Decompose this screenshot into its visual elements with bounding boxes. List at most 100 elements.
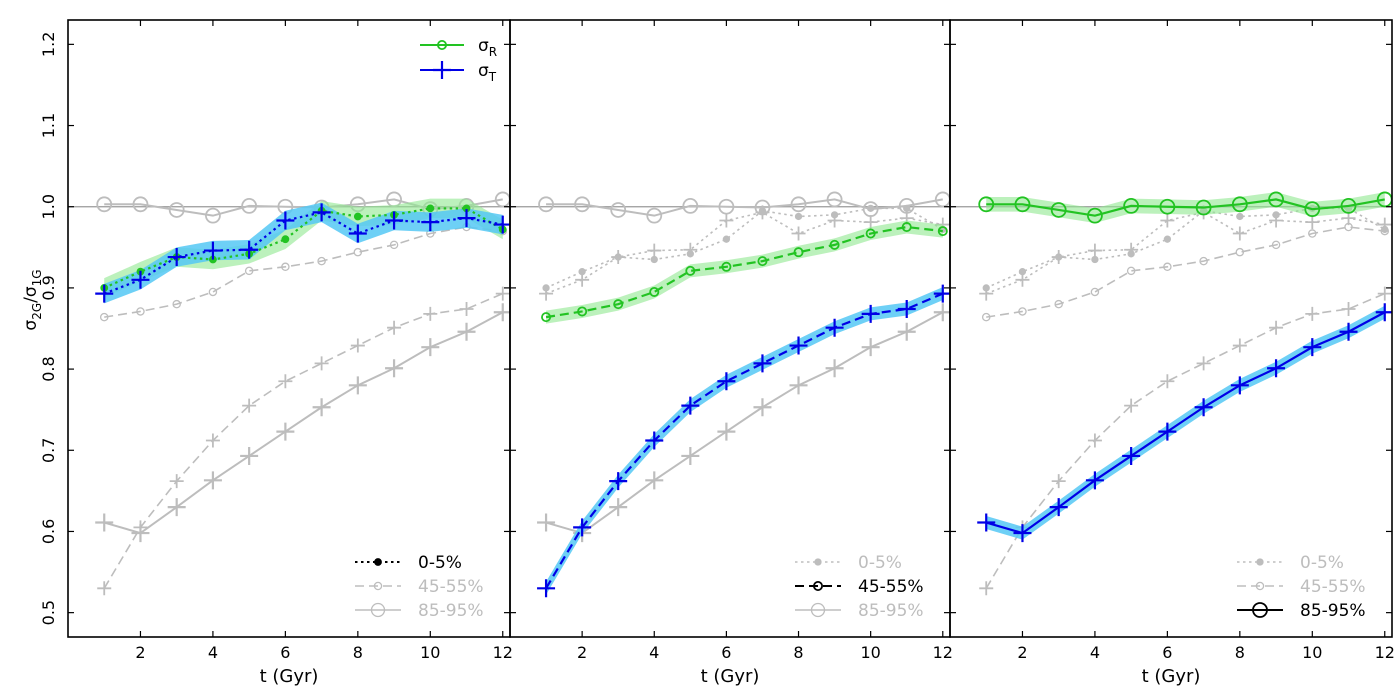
y-tick-label: 1.2 (39, 32, 58, 57)
legend-marker (813, 581, 824, 592)
point-0-5%-sigma_R-8 (1236, 212, 1244, 221)
point-45-55%-sigma_R-2 (577, 306, 588, 317)
x-tick-label: 8 (793, 643, 803, 662)
point-45-55%-sigma_R-9 (1271, 240, 1281, 250)
point-45-55%-sigma_T-5 (242, 398, 257, 413)
point-0-5%-sigma_T-12 (493, 215, 510, 234)
point-85-95%-sigma_T-6 (717, 422, 736, 441)
point-85-95%-sigma_T-7 (312, 398, 331, 417)
point-0-5%-sigma_T-7 (312, 203, 331, 222)
x-tick-label: 4 (1090, 643, 1100, 662)
legend-label: 0-5% (858, 553, 902, 573)
y-tick-label: 0.7 (39, 438, 58, 463)
point-85-95%-sigma_R-4 (205, 207, 221, 224)
point-0-5%-sigma_T-5 (683, 242, 698, 257)
point-0-5%-sigma_T-2 (575, 272, 590, 287)
y-tick-label: 1.1 (39, 113, 58, 138)
y-label-slash-sigma: /σ (21, 286, 41, 303)
point-85-95%-sigma_R-2 (574, 196, 591, 213)
point-0-5%-sigma_T-5 (240, 240, 259, 259)
legend-item-85-95%: 85-95% (355, 601, 484, 621)
point-85-95%-sigma_R-3 (1050, 202, 1067, 218)
point-45-55%-sigma_T-7 (753, 354, 772, 373)
x-tick-label: 8 (353, 643, 363, 662)
legend-label: 85-95% (858, 601, 924, 621)
point-0-5%-sigma_T-3 (611, 250, 626, 265)
point-45-55%-sigma_T-4 (645, 431, 664, 450)
legend-marker (373, 581, 383, 591)
point-45-55%-sigma_R-1 (541, 312, 552, 323)
point-85-95%-sigma_T-8 (348, 376, 367, 395)
point-45-55%-sigma_R-12 (937, 226, 948, 237)
point-45-55%-sigma_T-9 (1269, 320, 1284, 335)
point-85-95%-sigma_T-3 (609, 498, 628, 517)
band-0-5%-sigma_T (104, 202, 503, 304)
point-45-55%-sigma_R-6 (281, 262, 290, 272)
legend-item-45-55%: 45-55% (1237, 577, 1366, 597)
point-45-55%-sigma_T-8 (1232, 338, 1247, 353)
legend-marker (433, 61, 451, 79)
point-85-95%-sigma_T-6 (1158, 422, 1177, 441)
point-85-95%-sigma_R-8 (1231, 196, 1248, 213)
series-85-95%-sigma_T-gray (103, 311, 504, 535)
point-85-95%-sigma_R-7 (754, 199, 771, 216)
point-85-95%-sigma_T-5 (1122, 446, 1141, 465)
x-tick-label: 10 (860, 643, 880, 662)
point-45-55%-sigma_R-4 (208, 287, 218, 297)
point-85-95%-sigma_R-5 (682, 198, 699, 214)
point-0-5%-sigma_T-1 (95, 284, 114, 303)
point-85-95%-sigma_T-10 (1303, 338, 1322, 357)
legend-label: 85-95% (418, 601, 484, 621)
point-45-55%-sigma_T-1 (97, 581, 112, 596)
panel-1: 2 4 6 8 10 12 t (Gyr) 0.5 0.6 0.7 0.8 0.9 1.0 1.1 1.2 0… (39, 19, 513, 687)
point-45-55%-sigma_R-5 (685, 265, 696, 276)
plot-area-3 (950, 191, 1392, 596)
legend-label: 45-55% (418, 577, 484, 597)
point-45-55%-sigma_T-6 (1160, 374, 1175, 389)
y-label-sigma: σ (21, 320, 41, 331)
point-85-95%-sigma_T-12 (493, 303, 510, 322)
legend-marker (1255, 581, 1265, 591)
band-45-55%-sigma_R (546, 220, 943, 324)
point-85-95%-sigma_R-2 (1014, 196, 1031, 213)
series-45-55%-sigma_T-gray (103, 292, 504, 589)
point-45-55%-sigma_T-5 (1124, 398, 1139, 413)
panel-2: 2 4 6 8 10 12 t (Gyr) 0-5% 45-55% 85-95% (509, 19, 953, 687)
x-tick-label: 12 (1375, 643, 1395, 662)
plot-area-2 (510, 191, 950, 598)
point-0-5%-sigma_T-10 (1305, 215, 1320, 230)
point-85-95%-sigma_T-7 (1194, 398, 1213, 417)
point-85-95%-sigma_T-6 (276, 422, 295, 441)
point-45-55%-sigma_R-6 (721, 261, 732, 272)
point-45-55%-sigma_T-9 (825, 318, 844, 337)
point-0-5%-sigma_T-1 (539, 286, 554, 301)
point-85-95%-sigma_R-9 (826, 191, 843, 208)
point-85-95%-sigma_T-2 (131, 524, 150, 543)
series-45-55%-sigma_T (545, 292, 944, 589)
series-85-95%-sigma_T (985, 311, 1386, 535)
plot-area-1 (68, 191, 510, 596)
legend-sigma-symbol: σ (478, 61, 489, 81)
point-45-55%-sigma_R-10 (1308, 229, 1317, 238)
point-85-95%-sigma_R-6 (718, 198, 735, 215)
point-45-55%-sigma_R-3 (613, 299, 624, 310)
point-0-5%-sigma_T-2 (1015, 272, 1030, 287)
point-45-55%-sigma_T-10 (423, 306, 438, 321)
y-tick-label: 0.8 (39, 356, 58, 381)
point-45-55%-sigma_R-7 (1199, 256, 1208, 266)
legend-item-0-5%: 0-5% (1237, 553, 1344, 573)
point-45-55%-sigma_R-6 (1163, 262, 1172, 272)
point-85-95%-sigma_R-5 (241, 198, 258, 214)
point-0-5%-sigma_T-8 (1232, 226, 1247, 241)
point-0-5%-sigma_T-6 (719, 213, 734, 228)
series-0-5%-sigma_R-gray (985, 207, 1386, 289)
point-0-5%-sigma_T-4 (1087, 243, 1102, 258)
point-45-55%-sigma_T-7 (314, 356, 329, 371)
point-85-95%-sigma_T-8 (1230, 376, 1249, 395)
point-85-95%-sigma_R-3 (168, 202, 185, 218)
point-45-55%-sigma_R-2 (136, 307, 145, 316)
y-label-sub-2g: 2G (30, 303, 44, 320)
point-45-55%-sigma_T-12 (933, 284, 950, 303)
point-85-95%-sigma_T-11 (897, 322, 916, 341)
point-85-95%-sigma_T-4 (645, 471, 664, 490)
